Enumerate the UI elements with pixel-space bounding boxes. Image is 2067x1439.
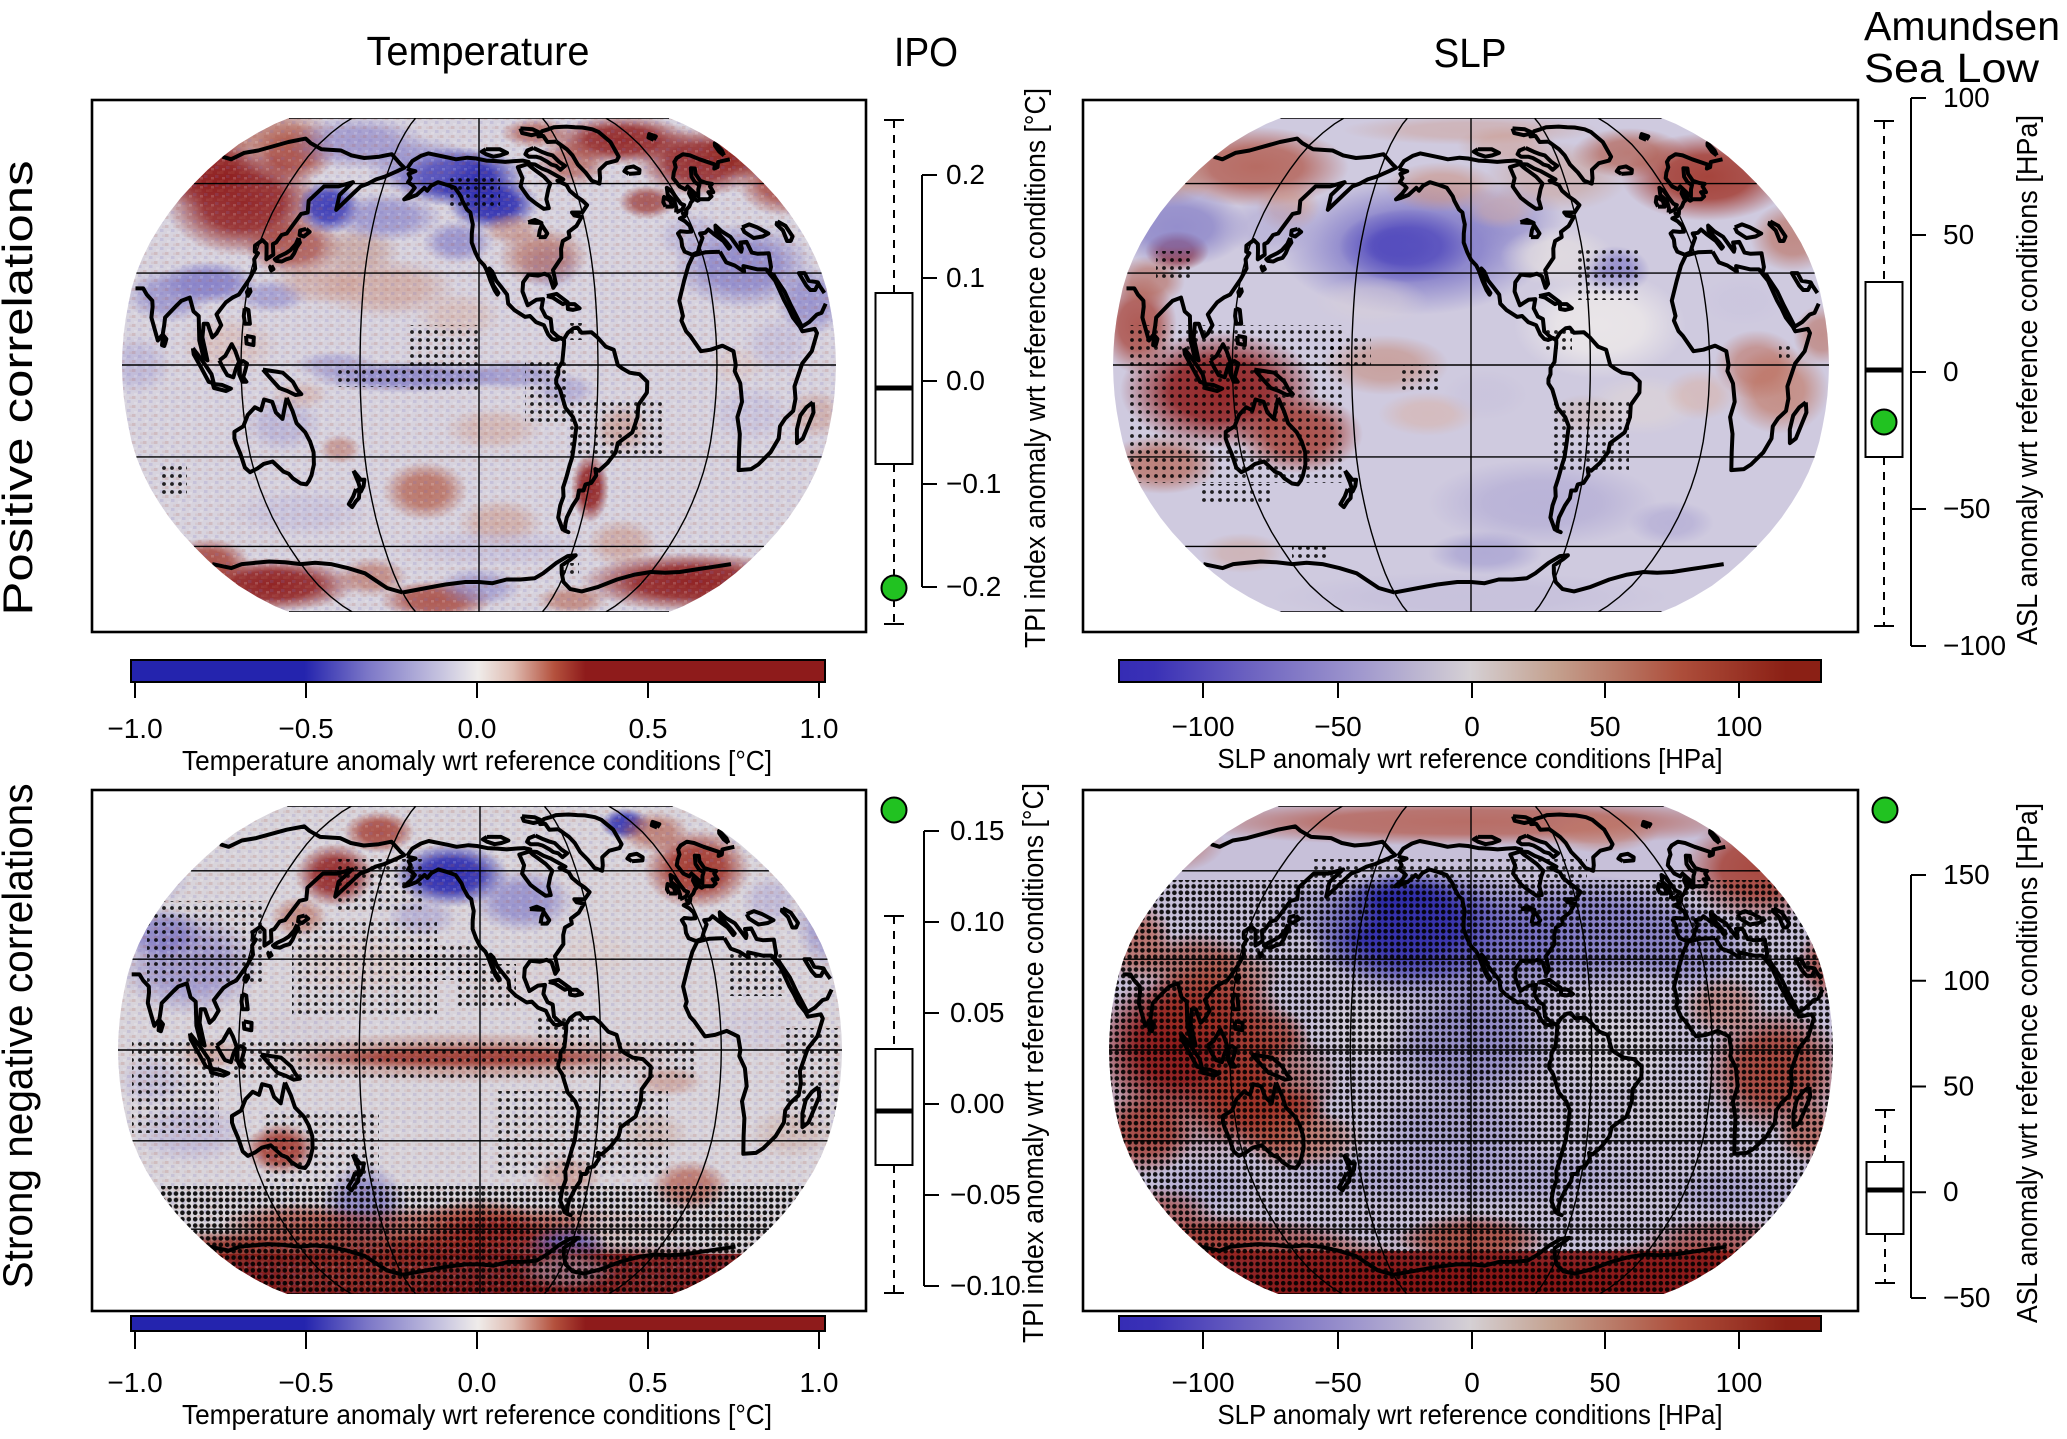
svg-text:0.0: 0.0 — [946, 365, 985, 396]
svg-text:0.2: 0.2 — [946, 159, 985, 190]
svg-text:100: 100 — [1943, 965, 1990, 996]
svg-text:−0.5: −0.5 — [278, 1367, 333, 1398]
svg-text:ASL anomaly wrt reference cond: ASL anomaly wrt reference conditions [HP… — [2012, 115, 2044, 645]
svg-text:0: 0 — [1943, 1176, 1959, 1207]
svg-text:Temperature: Temperature — [367, 28, 590, 74]
svg-text:Temperature anomaly wrt refere: Temperature anomaly wrt reference condit… — [182, 1399, 772, 1430]
svg-text:100: 100 — [1716, 1367, 1763, 1398]
svg-text:100: 100 — [1716, 711, 1763, 742]
svg-text:−0.05: −0.05 — [950, 1179, 1021, 1210]
svg-text:TPI index anomaly wrt referenc: TPI index anomaly wrt reference conditio… — [1020, 88, 1052, 648]
svg-text:ASL anomaly wrt reference cond: ASL anomaly wrt reference conditions [HP… — [2012, 803, 2044, 1323]
svg-text:−50: −50 — [1314, 1367, 1362, 1398]
svg-text:0.05: 0.05 — [950, 997, 1005, 1028]
svg-text:50: 50 — [1943, 219, 1974, 250]
svg-text:−0.2: −0.2 — [946, 571, 1001, 602]
svg-text:−1.0: −1.0 — [107, 1367, 162, 1398]
svg-text:−50: −50 — [1943, 493, 1991, 524]
svg-text:0: 0 — [1464, 1367, 1480, 1398]
svg-text:−0.1: −0.1 — [946, 468, 1001, 499]
svg-text:IPO: IPO — [894, 29, 958, 75]
svg-text:0: 0 — [1464, 711, 1480, 742]
svg-text:0.15: 0.15 — [950, 815, 1005, 846]
svg-text:0.5: 0.5 — [629, 1367, 668, 1398]
svg-text:1.0: 1.0 — [800, 713, 839, 744]
svg-text:Sea Low: Sea Low — [1864, 45, 2039, 91]
svg-text:50: 50 — [1589, 1367, 1620, 1398]
svg-text:TPI index anomaly wrt referenc: TPI index anomaly wrt reference conditio… — [1018, 783, 1050, 1343]
svg-text:−100: −100 — [1943, 630, 2006, 661]
svg-text:−50: −50 — [1943, 1282, 1991, 1313]
svg-text:−0.5: −0.5 — [278, 713, 333, 744]
svg-text:−100: −100 — [1171, 1367, 1234, 1398]
svg-text:150: 150 — [1943, 859, 1990, 890]
svg-text:SLP anomaly wrt reference cond: SLP anomaly wrt reference conditions [HP… — [1218, 743, 1723, 774]
svg-text:50: 50 — [1943, 1071, 1974, 1102]
svg-text:Amundsen: Amundsen — [1864, 3, 2060, 49]
svg-text:−100: −100 — [1171, 711, 1234, 742]
svg-text:50: 50 — [1589, 711, 1620, 742]
svg-text:−1.0: −1.0 — [107, 713, 162, 744]
svg-text:1.0: 1.0 — [800, 1367, 839, 1398]
svg-text:0.0: 0.0 — [458, 1367, 497, 1398]
svg-text:SLP anomaly wrt reference cond: SLP anomaly wrt reference conditions [HP… — [1218, 1399, 1723, 1430]
svg-text:Strong negative correlations: Strong negative correlations — [0, 784, 41, 1289]
svg-text:−0.10: −0.10 — [950, 1270, 1021, 1301]
svg-text:0.5: 0.5 — [629, 713, 668, 744]
svg-text:Temperature anomaly wrt refere: Temperature anomaly wrt reference condit… — [182, 745, 772, 776]
svg-text:0.00: 0.00 — [950, 1088, 1005, 1119]
svg-text:0: 0 — [1943, 356, 1959, 387]
svg-text:0.1: 0.1 — [946, 262, 985, 293]
svg-text:SLP: SLP — [1434, 30, 1507, 76]
svg-text:−50: −50 — [1314, 711, 1362, 742]
svg-text:0.0: 0.0 — [458, 713, 497, 744]
svg-text:0.10: 0.10 — [950, 906, 1005, 937]
svg-text:100: 100 — [1943, 82, 1990, 113]
svg-text:Positive correlations: Positive correlations — [0, 161, 41, 616]
